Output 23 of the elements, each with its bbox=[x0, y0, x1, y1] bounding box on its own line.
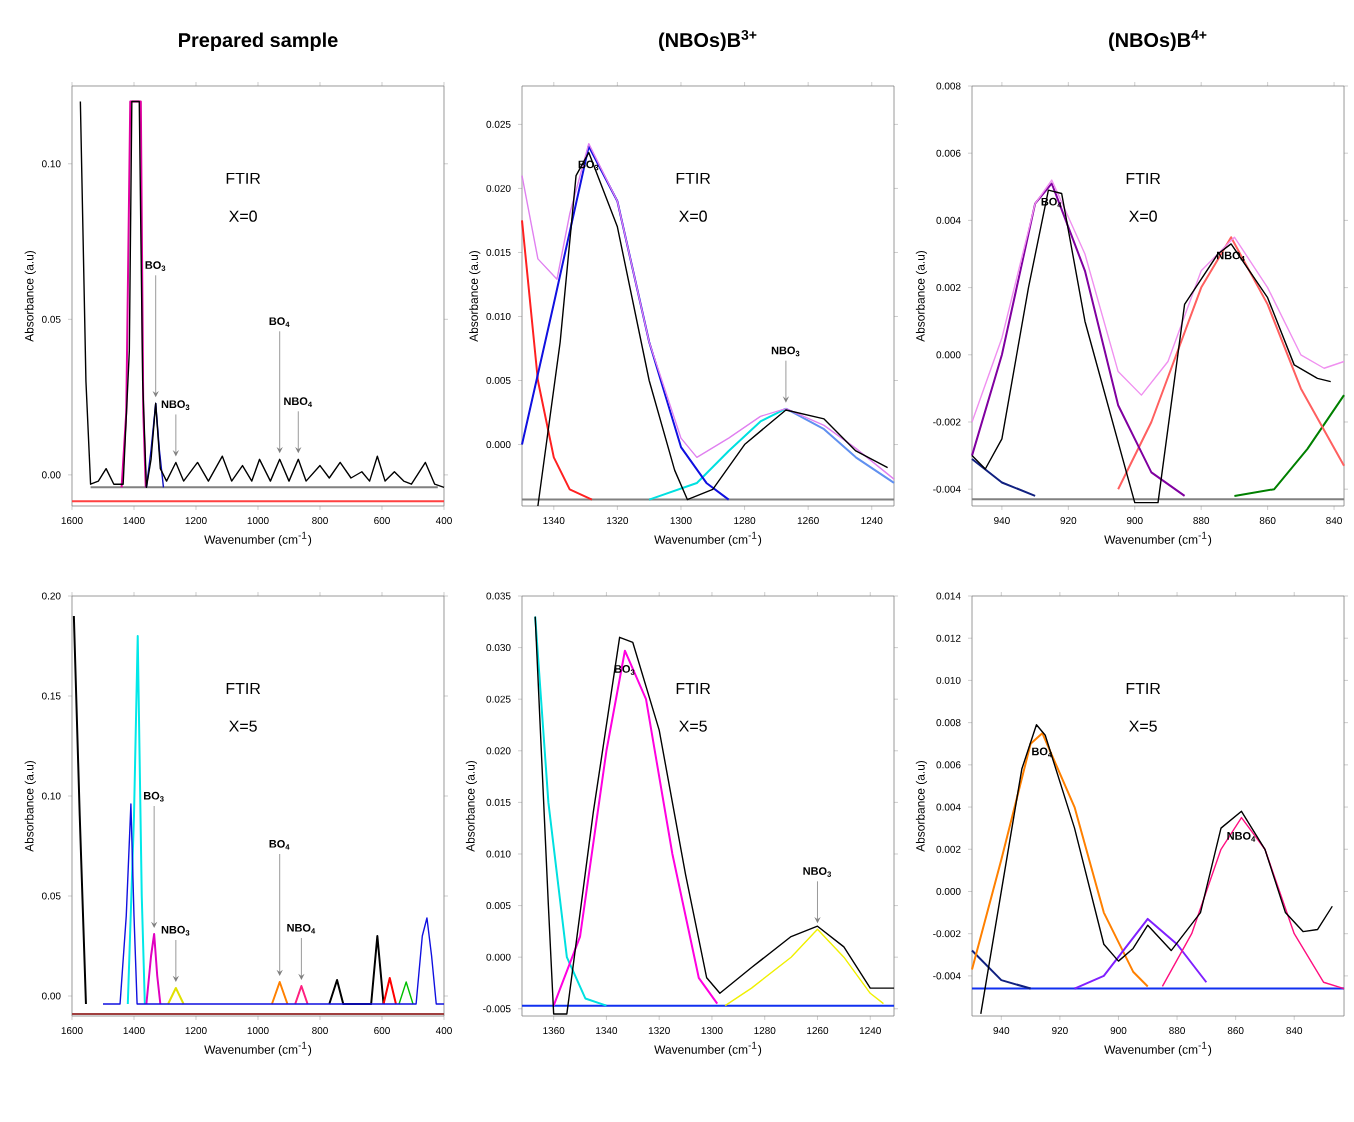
line-series bbox=[971, 189, 1332, 504]
chart-title: Prepared sample bbox=[179, 32, 338, 52]
line-series bbox=[971, 182, 1186, 497]
chart-title: (NBOs)B$^{4+}$ bbox=[1109, 30, 1207, 52]
line-series bbox=[126, 635, 146, 1005]
line-series bbox=[784, 407, 895, 484]
line-series bbox=[521, 219, 593, 501]
line-series bbox=[1161, 816, 1345, 990]
chart-title: (NBOs)B$^{3+}$ bbox=[659, 29, 757, 52]
line-series bbox=[534, 615, 895, 1015]
line-series bbox=[521, 145, 730, 501]
line-series bbox=[1073, 917, 1208, 990]
line-series bbox=[102, 803, 445, 1005]
line-series bbox=[971, 732, 1149, 988]
line-series bbox=[648, 407, 787, 501]
line-series bbox=[79, 100, 445, 489]
line-series bbox=[980, 724, 1333, 1015]
line-series bbox=[1117, 236, 1346, 491]
line-series bbox=[552, 649, 719, 1007]
line-series bbox=[1233, 394, 1346, 497]
line-series bbox=[534, 615, 608, 1007]
line-series bbox=[145, 933, 162, 1005]
line-series bbox=[724, 928, 885, 1007]
